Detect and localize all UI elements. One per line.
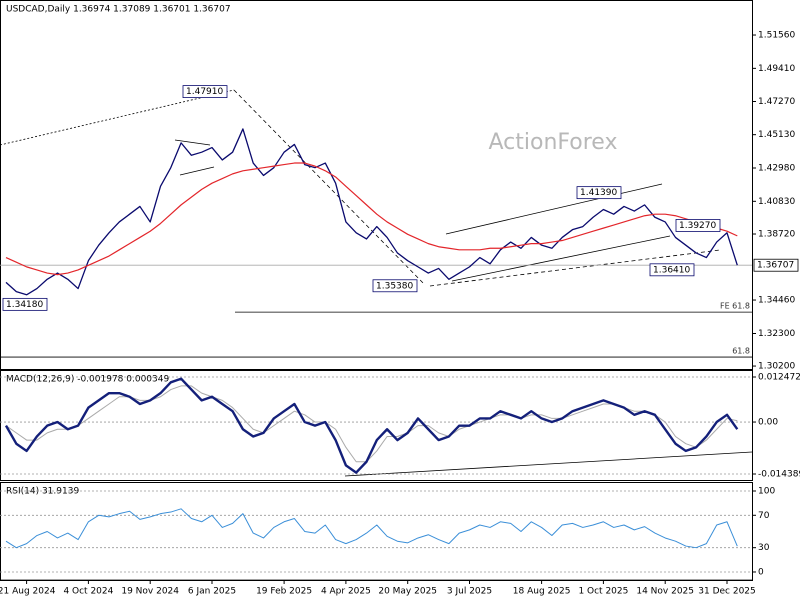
channel-line [445, 183, 663, 235]
series-line [4, 377, 739, 474]
y-tick-label: 70 [758, 511, 770, 521]
price-annotation: 1.41390 [580, 188, 617, 198]
series-line [5, 162, 738, 276]
price-panel [0, 0, 753, 370]
last-price-box [753, 258, 799, 272]
price-annotation-box [576, 186, 622, 200]
level-label: FE 61.8 [720, 302, 750, 311]
last-price-label: 1.36707 [757, 261, 794, 271]
rsi-panel [0, 482, 753, 581]
y-tick-label: 1.47270 [758, 97, 795, 107]
x-tick-label: 21 Aug 2024 [0, 587, 56, 597]
price-annotation: 1.34180 [6, 300, 43, 310]
x-tick-label: 31 Dec 2025 [698, 587, 756, 597]
y-tick-label: 1.38720 [758, 230, 795, 240]
x-tick-label: 6 Jan 2025 [188, 587, 236, 597]
price-annotation-box [372, 279, 418, 293]
macd-panel [0, 370, 753, 481]
y-tick-label: -0.014389 [758, 470, 800, 480]
y-tick-label: 30 [758, 543, 770, 553]
panel-title: RSI(14) 31.9139 [6, 487, 79, 497]
macd-trend-line [344, 451, 753, 477]
x-tick-label: 20 May 2025 [378, 587, 437, 597]
price-annotation: 1.35380 [376, 281, 413, 291]
triangle-line [179, 166, 215, 176]
price-annotation-box [2, 297, 48, 311]
trend-line [0, 89, 235, 146]
x-tick-label: 3 Jul 2025 [447, 587, 492, 597]
panel-title: USDCAD,Daily 1.36974 1.37089 1.36701 1.3… [6, 5, 231, 15]
y-tick-label: 1.45130 [758, 130, 795, 140]
y-tick-label: 0 [758, 567, 764, 577]
y-tick-label: 1.34460 [758, 296, 795, 306]
x-tick-label: 19 Nov 2024 [121, 587, 179, 597]
price-annotation-box [649, 263, 695, 277]
y-tick-label: 1.40830 [758, 197, 795, 207]
series-line [5, 508, 738, 549]
panel-title: MACD(12,26,9) -0.001978 0.000349 [6, 375, 169, 385]
y-tick-label: 1.42980 [758, 163, 795, 173]
level-label: 61.8 [732, 347, 750, 356]
y-tick-label: 1.49410 [758, 64, 795, 74]
x-tick-label: 14 Nov 2025 [636, 587, 694, 597]
y-tick-label: 1.32300 [758, 329, 795, 339]
y-tick-label: 1.51560 [758, 31, 795, 41]
y-tick-label: 100 [758, 486, 775, 496]
series-line [5, 128, 738, 296]
x-tick-label: 4 Apr 2025 [321, 587, 371, 597]
watermark: ActionForex [489, 130, 618, 155]
x-tick-label: 4 Oct 2024 [63, 587, 113, 597]
price-annotation: 1.47910 [186, 87, 223, 97]
y-tick-label: 0.012472 [758, 372, 800, 382]
price-annotation: 1.36410 [653, 265, 690, 275]
x-tick-label: 1 Oct 2025 [578, 587, 628, 597]
trend-line [233, 89, 426, 286]
price-annotation-box [182, 85, 228, 98]
channel-line [451, 235, 671, 282]
x-tick-label: 18 Aug 2025 [513, 587, 571, 597]
price-annotation: 1.39270 [679, 221, 716, 231]
triangle-line [174, 139, 211, 146]
y-tick-label: 0.00 [758, 418, 778, 428]
price-annotation-box [675, 219, 721, 232]
y-tick-label: 1.30200 [758, 362, 795, 372]
x-tick-label: 19 Feb 2025 [256, 587, 312, 597]
